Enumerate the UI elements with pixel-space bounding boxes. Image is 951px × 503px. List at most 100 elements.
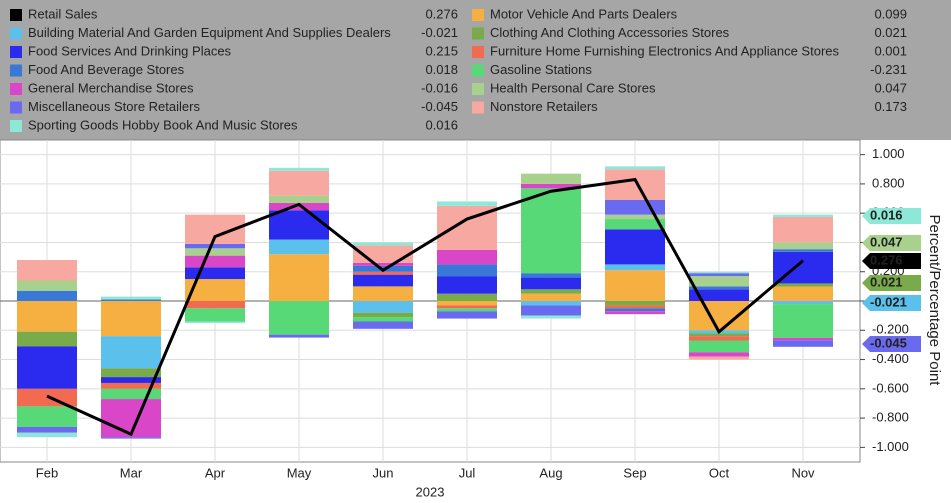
value-tag bbox=[862, 336, 921, 352]
legend-value: -0.016 bbox=[421, 80, 458, 95]
bar-segment bbox=[689, 273, 749, 277]
x-tick-label: Feb bbox=[36, 465, 58, 480]
legend-swatch bbox=[10, 101, 22, 114]
bar-segment bbox=[185, 267, 245, 280]
bar-segment bbox=[353, 301, 413, 313]
bar-segment bbox=[185, 243, 245, 249]
bar-segment bbox=[521, 289, 581, 294]
bar-segment bbox=[521, 183, 581, 189]
x-tick-label: Apr bbox=[205, 465, 226, 480]
bar-segment bbox=[605, 169, 665, 201]
bar-segment bbox=[521, 188, 581, 274]
bar-segment bbox=[269, 239, 329, 255]
bar-segment bbox=[689, 352, 749, 357]
bar-segment bbox=[17, 406, 77, 427]
x-tick-label: Aug bbox=[539, 465, 562, 480]
bar-segment bbox=[437, 201, 497, 206]
bar-segment bbox=[773, 340, 833, 347]
bar-segment bbox=[773, 337, 833, 341]
y-tick-label: 0.800 bbox=[872, 175, 905, 190]
value-tag-label: 0.047 bbox=[870, 234, 903, 249]
bar-segment bbox=[269, 202, 329, 211]
bar-segment bbox=[101, 368, 161, 378]
bar-segment bbox=[437, 249, 497, 265]
bar-segment bbox=[185, 279, 245, 301]
y-tick-label: -0.400 bbox=[872, 351, 909, 366]
legend-value: 0.018 bbox=[425, 62, 458, 77]
bar-segment bbox=[689, 289, 749, 301]
legend-label: Building Material And Garden Equipment A… bbox=[28, 25, 391, 40]
bar-segment bbox=[773, 214, 833, 217]
value-tag-label: 0.021 bbox=[870, 274, 903, 289]
bar-segment bbox=[437, 264, 497, 277]
value-tag bbox=[862, 235, 921, 251]
bar-segment bbox=[521, 173, 581, 184]
bar-segment bbox=[773, 242, 833, 250]
bar-segment bbox=[437, 301, 497, 306]
bar-segment bbox=[605, 214, 665, 220]
bar-segment bbox=[605, 270, 665, 301]
legend-label: Clothing And Clothing Accessories Stores bbox=[490, 25, 730, 40]
legend-swatch bbox=[472, 83, 484, 95]
y-tick-label: 1.000 bbox=[872, 146, 905, 161]
legend-value: -0.231 bbox=[870, 62, 907, 77]
legend-value: -0.021 bbox=[421, 25, 458, 40]
bar-segment bbox=[17, 432, 77, 438]
bar-segment bbox=[773, 304, 833, 338]
bar-segment bbox=[353, 274, 413, 287]
bar-segment bbox=[353, 271, 413, 275]
bar-segment bbox=[521, 293, 581, 301]
value-tag bbox=[862, 275, 921, 291]
y-tick-label: -0.600 bbox=[872, 380, 909, 395]
bar-segment bbox=[353, 321, 413, 329]
value-tag bbox=[862, 295, 921, 311]
bar-segment bbox=[773, 301, 833, 305]
legend-swatch bbox=[472, 27, 484, 40]
bar-segment bbox=[269, 301, 329, 335]
bar-segment bbox=[689, 356, 749, 360]
bar-segment bbox=[605, 264, 665, 271]
bar-segment bbox=[353, 262, 413, 266]
legend-swatch bbox=[10, 64, 22, 77]
y-tick-label: -0.200 bbox=[872, 322, 909, 337]
legend-label: Food Services And Drinking Places bbox=[28, 43, 232, 58]
legend-value: 0.099 bbox=[874, 6, 907, 21]
bar-segment bbox=[17, 280, 77, 291]
bar-segment bbox=[689, 340, 749, 353]
value-tag bbox=[862, 208, 921, 224]
bar-segment bbox=[437, 305, 497, 309]
bar-segment bbox=[101, 437, 161, 439]
bar-segment bbox=[185, 321, 245, 323]
x-tick-label: Jul bbox=[459, 465, 476, 480]
bar-segment bbox=[17, 331, 77, 347]
legend-label: Nonstore Retailers bbox=[490, 99, 598, 114]
bar-segment bbox=[521, 315, 581, 319]
bar-segment bbox=[353, 286, 413, 301]
legend-value: 0.215 bbox=[425, 43, 458, 58]
bar-segment bbox=[437, 308, 497, 312]
bar-segment bbox=[17, 301, 77, 332]
bar-segment bbox=[605, 200, 665, 215]
value-tag bbox=[862, 253, 921, 269]
legend-value: 0.016 bbox=[425, 117, 458, 132]
bar-segment bbox=[101, 336, 161, 369]
bar-segment bbox=[269, 167, 329, 171]
bar-segment bbox=[269, 210, 329, 240]
bar-segment bbox=[689, 286, 749, 290]
legend-label: General Merchandise Stores bbox=[28, 80, 194, 95]
bar-segment bbox=[101, 299, 161, 301]
x-tick-label: Mar bbox=[120, 465, 143, 480]
bar-segment bbox=[437, 293, 497, 301]
bar-segment bbox=[605, 311, 665, 315]
x-tick-label: Oct bbox=[709, 465, 730, 480]
bar-segment bbox=[185, 248, 245, 256]
bar-segment bbox=[605, 308, 665, 312]
bar-segment bbox=[689, 276, 749, 287]
x-axis-title: 2023 bbox=[416, 484, 445, 499]
legend-value: 0.021 bbox=[874, 25, 907, 40]
x-tick-label: Nov bbox=[791, 465, 815, 480]
bar-segment bbox=[521, 301, 581, 306]
bar-segment bbox=[185, 255, 245, 268]
legend-label: Furniture Home Furnishing Electronics An… bbox=[490, 43, 840, 58]
